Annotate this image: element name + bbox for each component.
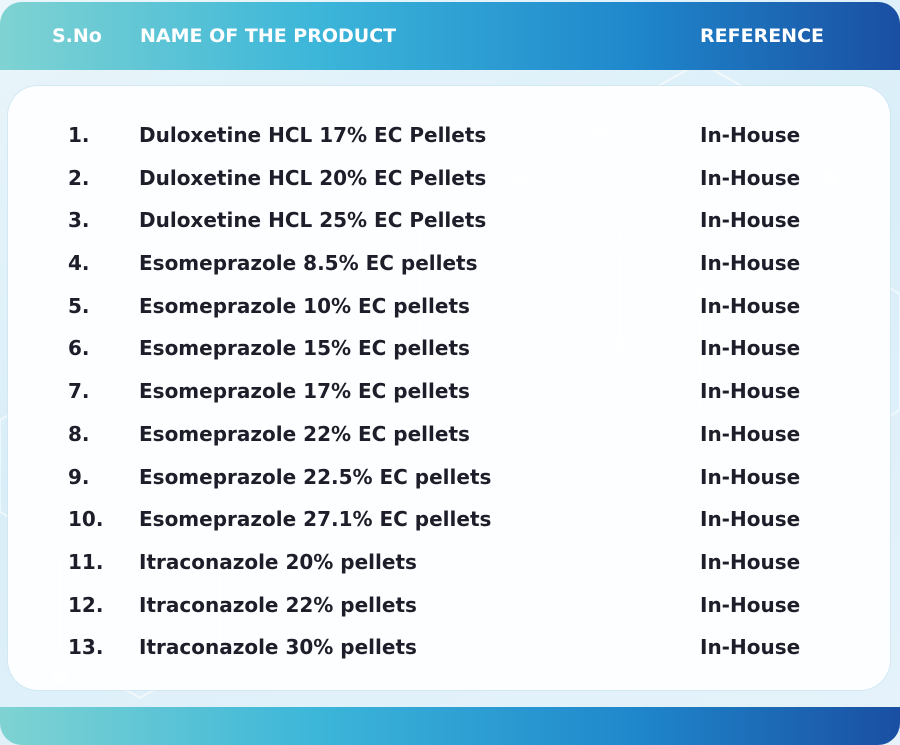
table-row: 11. Itraconazole 20% pellets In-House [0,541,900,584]
row-sno: 11. [68,549,104,574]
row-product-name: Esomeprazole 8.5% EC pellets [139,251,478,276]
row-reference: In-House [700,507,801,532]
row-reference: In-House [700,379,801,404]
table-body: 1. Duloxetine HCL 17% EC Pellets In-Hous… [0,114,900,669]
row-sno: 8. [68,421,90,446]
header-reference: REFERENCE [700,25,825,47]
row-sno: 6. [68,336,90,361]
row-sno: 3. [68,208,90,233]
row-product-name: Duloxetine HCL 25% EC Pellets [139,208,487,233]
table-row: 3. Duloxetine HCL 25% EC Pellets In-Hous… [0,199,900,242]
row-sno: 7. [68,379,90,404]
table-row: 2. Duloxetine HCL 20% EC Pellets In-Hous… [0,157,900,200]
row-product-name: Esomeprazole 17% EC pellets [139,379,470,404]
row-sno: 2. [68,165,90,190]
row-reference: In-House [700,293,801,318]
table-footer-bar [0,707,900,745]
table-row: 1. Duloxetine HCL 17% EC Pellets In-Hous… [0,114,900,157]
row-reference: In-House [700,208,801,233]
table-row: 6. Esomeprazole 15% EC pellets In-House [0,327,900,370]
table-row: 8. Esomeprazole 22% EC pellets In-House [0,413,900,456]
row-reference: In-House [700,336,801,361]
row-product-name: Itraconazole 20% pellets [139,549,417,574]
table-body-card [8,86,890,690]
row-sno: 13. [68,635,104,660]
table-row: 12. Itraconazole 22% pellets In-House [0,584,900,627]
row-sno: 5. [68,293,90,318]
row-reference: In-House [700,592,801,617]
row-sno: 12. [68,592,104,617]
row-reference: In-House [700,123,801,147]
table-row: 7. Esomeprazole 17% EC pellets In-House [0,370,900,413]
row-reference: In-House [700,165,801,190]
row-sno: 10. [68,507,104,532]
row-reference: In-House [700,549,801,574]
table-row: 9. Esomeprazole 22.5% EC pellets In-Hous… [0,456,900,499]
row-sno: 4. [68,251,90,276]
row-sno: 9. [68,464,90,489]
row-product-name: Duloxetine HCL 17% EC Pellets [139,123,487,147]
row-product-name: Esomeprazole 27.1% EC pellets [139,507,492,532]
row-product-name: Esomeprazole 15% EC pellets [139,336,470,361]
row-reference: In-House [700,464,801,489]
row-sno: 1. [68,123,90,147]
row-product-name: Duloxetine HCL 20% EC Pellets [139,165,487,190]
row-product-name: Itraconazole 22% pellets [139,592,417,617]
table-row: 4. Esomeprazole 8.5% EC pellets In-House [0,242,900,285]
table-row: 5. Esomeprazole 10% EC pellets In-House [0,285,900,328]
row-reference: In-House [700,251,801,276]
row-product-name: Esomeprazole 10% EC pellets [139,293,470,318]
row-product-name: Esomeprazole 22% EC pellets [139,421,470,446]
row-reference: In-House [700,635,801,660]
header-sno: S.No [52,25,102,47]
table-header-bar: S.No NAME OF THE PRODUCT REFERENCE [0,2,900,70]
row-reference: In-House [700,421,801,446]
header-product-name: NAME OF THE PRODUCT [140,25,397,47]
table-row: 13. Itraconazole 30% pellets In-House [0,626,900,669]
row-product-name: Esomeprazole 22.5% EC pellets [139,464,492,489]
table-row: 10. Esomeprazole 27.1% EC pellets In-Hou… [0,498,900,541]
row-product-name: Itraconazole 30% pellets [139,635,417,660]
